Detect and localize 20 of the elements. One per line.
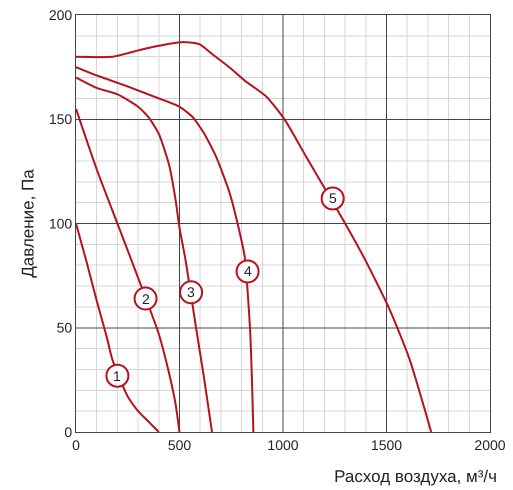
line-series: [76, 41, 432, 432]
line-series: [76, 76, 213, 432]
annotation: 4: [244, 263, 252, 279]
line-series: [76, 108, 180, 432]
annotation: 3: [187, 284, 195, 300]
y-tick-label: 150: [48, 111, 72, 128]
x-tick-label: 1000: [267, 436, 299, 453]
annotation: 2: [142, 291, 150, 307]
x-tick-label: 2000: [474, 436, 506, 453]
x-tick-label: 500: [168, 436, 192, 453]
y-tick-label: 50: [56, 320, 72, 336]
line-series: [76, 222, 160, 432]
y-tick-label: 100: [48, 215, 72, 232]
annotation: 1: [113, 368, 121, 384]
x-axis-title: Расход воздуха, м³/ч: [334, 467, 497, 486]
y-axis-title: Давление, Па: [18, 168, 38, 278]
x-tick-label: 1500: [370, 436, 402, 453]
annotation: 5: [329, 190, 337, 206]
y-tick-label: 0: [64, 424, 72, 440]
y-tick-label: 200: [48, 6, 72, 23]
